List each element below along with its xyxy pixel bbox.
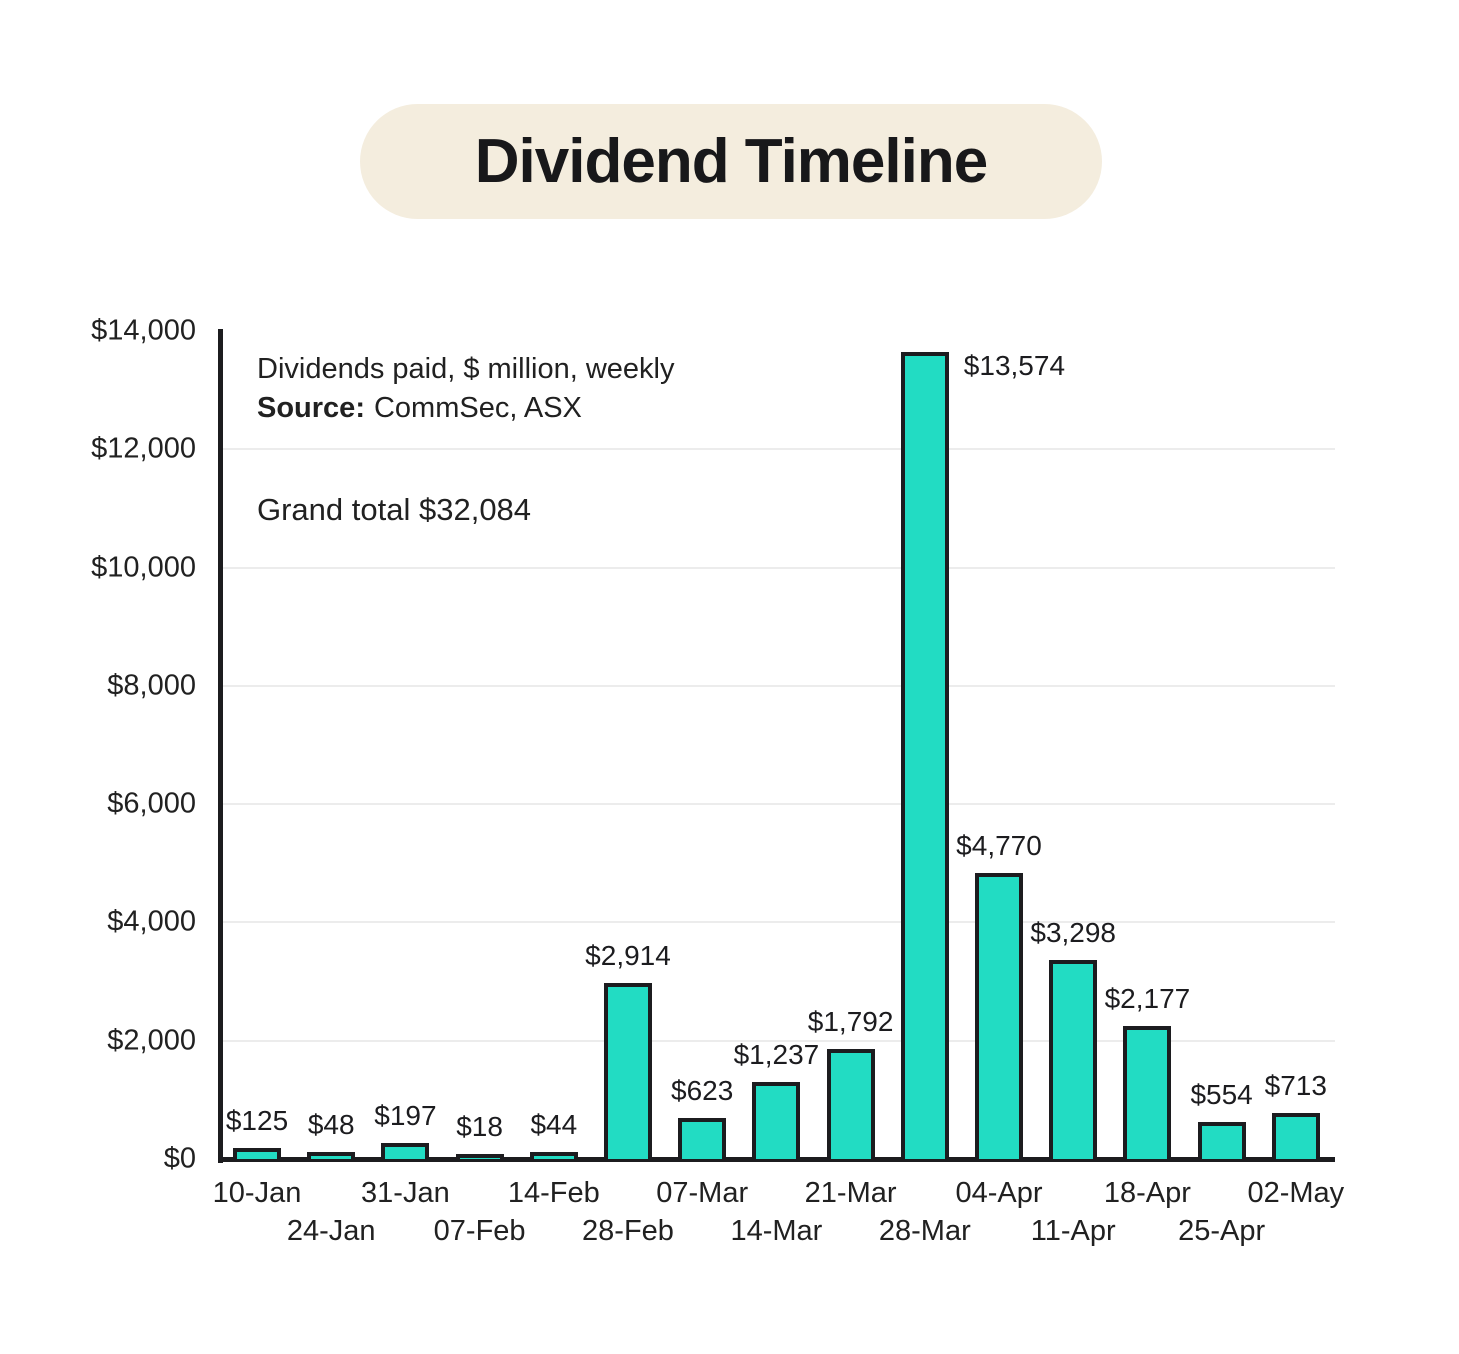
source-value: CommSec, ASX [373, 392, 582, 424]
x-tick-label: 21-Mar [804, 1177, 897, 1209]
x-tick-label: 04-Apr [955, 1177, 1043, 1209]
y-tick-label: $0 [163, 1142, 196, 1175]
bar-value-label: $197 [374, 1100, 437, 1132]
x-tick-label: 28-Mar [878, 1215, 971, 1247]
y-tick-label: $10,000 [91, 551, 196, 584]
x-tick-label: 07-Mar [656, 1177, 749, 1209]
bar [1197, 1122, 1246, 1159]
y-tick-label: $14,000 [91, 314, 196, 347]
x-tick-label: 24-Jan [286, 1215, 376, 1247]
bar [529, 1152, 578, 1159]
grand-total: Grand total $32,084 [257, 492, 532, 527]
x-axis-line [218, 1157, 1335, 1162]
x-tick-label: 14-Mar [730, 1215, 823, 1247]
bar-value-label: $125 [225, 1104, 289, 1136]
x-tick-label: 10-Jan [212, 1177, 302, 1209]
x-tick-label: 14-Feb [507, 1177, 600, 1209]
plot-gridline [223, 803, 1335, 806]
plot-gridline [223, 684, 1335, 687]
bar [1049, 959, 1098, 1159]
bar-value-label: $48 [307, 1109, 355, 1141]
x-tick-label: 28-Feb [582, 1215, 674, 1247]
bar [233, 1147, 281, 1159]
plot-gridline [223, 1039, 1335, 1042]
bar [975, 872, 1023, 1159]
bar [1271, 1112, 1320, 1159]
page-title: Dividend Timeline [474, 127, 988, 196]
y-tick-label: $4,000 [107, 905, 196, 938]
chart-annotation: Dividends paid, $ million, weekly Source… [257, 350, 674, 428]
bar [826, 1049, 875, 1159]
plot-gridline [223, 448, 1335, 451]
y-tick-label: $2,000 [107, 1024, 196, 1057]
bar [1123, 1026, 1172, 1159]
y-tick-label: $8,000 [107, 669, 196, 702]
y-tick-label: $12,000 [91, 432, 196, 465]
plot-gridline [223, 921, 1335, 924]
bar-value-label: $1,792 [807, 1006, 894, 1038]
bar-value-label: $2,914 [585, 939, 671, 971]
bar-value-label: $13,574 [963, 350, 1066, 382]
bar-value-label: $2,177 [1104, 983, 1191, 1015]
x-tick-label: 25-Apr [1178, 1215, 1266, 1247]
x-tick-label: 02-May [1247, 1177, 1345, 1209]
bar-value-label: $3,298 [1030, 916, 1117, 948]
x-tick-label: 07-Feb [433, 1215, 526, 1247]
chart-source: Source: CommSec, ASX [257, 389, 674, 428]
plot-gridline [223, 566, 1335, 569]
bar [381, 1143, 430, 1159]
chart-subtitle: Dividends paid, $ million, weekly [257, 353, 675, 385]
bar-value-label: $4,770 [956, 829, 1042, 861]
bar [678, 1118, 727, 1159]
title-pill: Dividend Timeline [360, 104, 1102, 219]
bar [455, 1153, 504, 1159]
bar [752, 1081, 801, 1159]
bar-value-label: $713 [1264, 1069, 1327, 1101]
x-tick-label: 18-Apr [1103, 1177, 1191, 1209]
bar-value-label: $554 [1190, 1079, 1253, 1111]
bar [604, 982, 652, 1159]
bar-value-label: $18 [456, 1110, 503, 1142]
bar [900, 352, 949, 1159]
y-axis-line [218, 329, 223, 1163]
bar [307, 1152, 356, 1159]
bar-value-label: $44 [530, 1109, 578, 1141]
bar-value-label: $623 [671, 1075, 734, 1107]
bar-value-label: $1,237 [733, 1038, 820, 1070]
x-tick-label: 11-Apr [1030, 1215, 1116, 1247]
y-tick-label: $6,000 [107, 787, 196, 820]
x-tick-label: 31-Jan [361, 1177, 450, 1209]
source-label: Source: [257, 392, 365, 424]
